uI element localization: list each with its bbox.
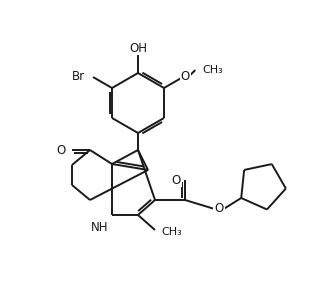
Text: Br: Br xyxy=(72,69,85,83)
Text: O: O xyxy=(172,173,181,187)
Text: CH₃: CH₃ xyxy=(202,65,223,75)
Text: O: O xyxy=(214,203,224,215)
Text: CH₃: CH₃ xyxy=(161,227,182,237)
Text: OH: OH xyxy=(129,41,147,55)
Text: O: O xyxy=(181,71,190,83)
Text: O: O xyxy=(57,144,66,156)
Text: NH: NH xyxy=(91,221,108,234)
